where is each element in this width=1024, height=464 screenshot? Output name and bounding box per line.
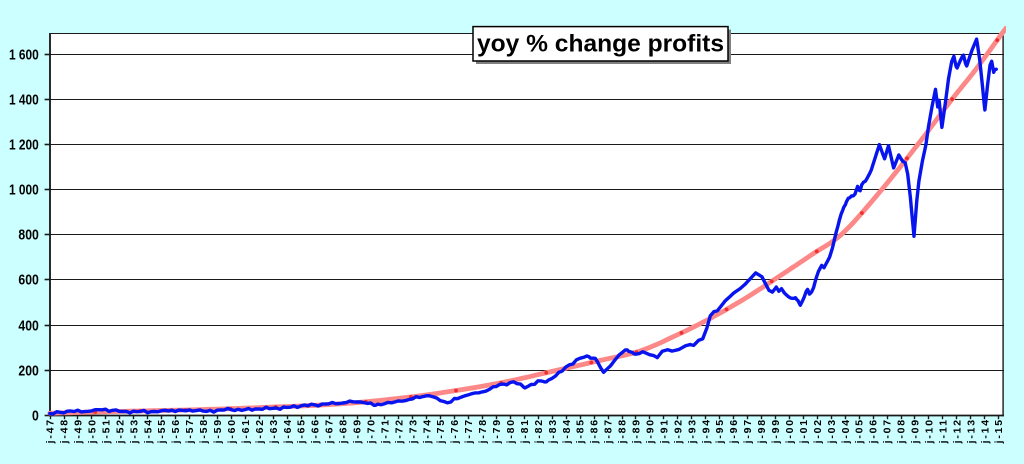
svg-text:1 600: 1 600 [9,47,39,64]
svg-text:j-59: j-59 [212,420,224,445]
svg-text:j-12: j-12 [951,420,963,445]
svg-text:j-82: j-82 [533,420,545,445]
svg-text:j-74: j-74 [421,420,433,445]
svg-text:j-49: j-49 [73,420,85,445]
svg-text:j-70: j-70 [365,420,377,445]
svg-text:j-54: j-54 [142,420,154,445]
svg-text:j-65: j-65 [296,420,308,445]
svg-text:j-06: j-06 [868,420,880,445]
svg-text:yoy % change profits: yoy % change profits [477,31,724,58]
svg-text:j-66: j-66 [310,420,322,445]
svg-text:j-55: j-55 [156,420,168,445]
svg-text:j-48: j-48 [59,420,71,445]
svg-text:j-75: j-75 [435,420,447,445]
svg-text:200: 200 [18,363,38,380]
svg-text:j-50: j-50 [86,420,98,445]
svg-text:j-52: j-52 [114,420,126,445]
svg-text:j-95: j-95 [714,420,726,445]
svg-text:j-97: j-97 [742,420,754,445]
svg-text:j-51: j-51 [100,420,112,445]
svg-text:j-04: j-04 [840,420,852,445]
svg-text:j-03: j-03 [826,420,838,445]
svg-text:j-90: j-90 [644,420,656,445]
svg-text:j-85: j-85 [575,420,587,445]
svg-text:j-79: j-79 [491,420,503,445]
svg-text:j-02: j-02 [812,420,824,445]
svg-text:j-64: j-64 [282,420,294,445]
svg-text:j-05: j-05 [854,420,866,445]
svg-text:1 200: 1 200 [9,137,39,154]
svg-text:j-47: j-47 [45,420,57,445]
svg-text:j-87: j-87 [603,420,615,445]
svg-text:j-84: j-84 [561,420,573,445]
svg-text:j-86: j-86 [589,420,601,445]
svg-text:j-56: j-56 [170,420,182,445]
svg-text:j-88: j-88 [617,420,629,445]
svg-text:j-69: j-69 [352,420,364,445]
svg-text:j-80: j-80 [505,420,517,445]
svg-text:1 000: 1 000 [9,182,39,199]
svg-text:j-62: j-62 [254,420,266,445]
svg-text:j-57: j-57 [184,420,196,445]
svg-text:j-10: j-10 [923,420,935,445]
svg-text:j-96: j-96 [728,420,740,445]
svg-text:j-77: j-77 [463,420,475,445]
svg-text:0: 0 [32,408,39,425]
svg-text:j-89: j-89 [631,420,643,445]
svg-text:j-76: j-76 [449,420,461,445]
svg-text:600: 600 [18,272,38,289]
svg-text:j-11: j-11 [937,420,949,445]
svg-text:j-78: j-78 [477,420,489,445]
svg-text:j-63: j-63 [268,420,280,445]
svg-text:j-72: j-72 [393,420,405,445]
svg-text:j-14: j-14 [979,420,991,445]
svg-text:j-73: j-73 [407,420,419,445]
svg-text:j-92: j-92 [672,420,684,445]
svg-text:j-01: j-01 [798,420,810,445]
svg-text:j-93: j-93 [686,420,698,445]
svg-text:j-00: j-00 [784,420,796,445]
svg-text:j-67: j-67 [324,420,336,445]
svg-text:j-98: j-98 [756,420,768,445]
svg-text:j-53: j-53 [128,420,140,445]
svg-text:j-68: j-68 [338,420,350,445]
svg-text:1 400: 1 400 [9,92,39,109]
svg-text:j-60: j-60 [226,420,238,445]
svg-text:j-99: j-99 [770,420,782,445]
svg-text:j-94: j-94 [700,420,712,445]
svg-text:j-58: j-58 [198,420,210,445]
svg-text:j-61: j-61 [240,420,252,445]
svg-text:800: 800 [18,227,38,244]
svg-text:j-09: j-09 [910,420,922,445]
svg-text:j-91: j-91 [658,420,670,445]
svg-text:j-15: j-15 [993,420,1005,445]
svg-text:j-08: j-08 [896,420,908,445]
svg-text:j-13: j-13 [965,420,977,445]
svg-text:j-07: j-07 [882,420,894,445]
svg-text:j-71: j-71 [379,420,391,445]
svg-text:j-81: j-81 [519,420,531,445]
svg-text:400: 400 [18,318,38,335]
svg-text:j-83: j-83 [547,420,559,445]
